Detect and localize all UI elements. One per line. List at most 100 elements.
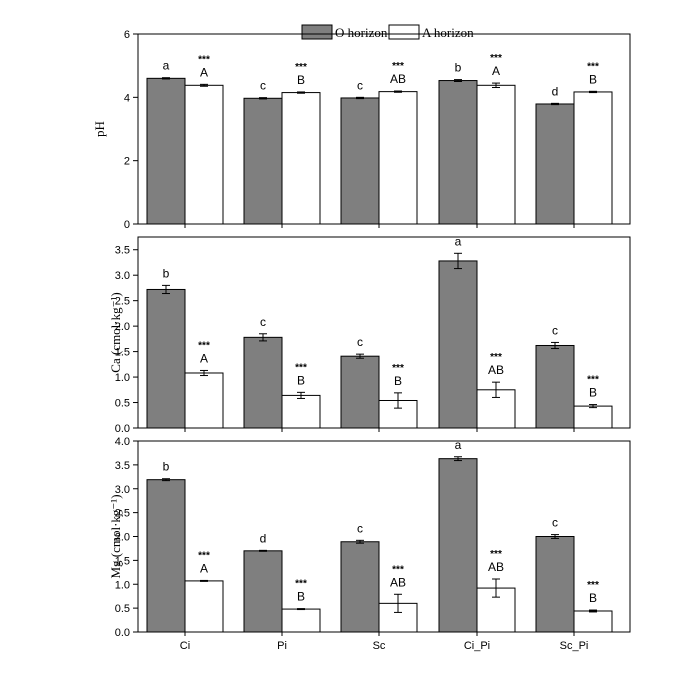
y-tick-label: 4 <box>124 92 130 104</box>
bar-o-horizon <box>243 97 283 225</box>
y-tick-label: 3.0 <box>115 484 130 496</box>
y-tick-label: 0 <box>124 219 130 231</box>
significance-letter-a: B <box>297 73 305 87</box>
bar-a-horizon <box>281 394 321 429</box>
bar-a-horizon <box>281 92 321 225</box>
significance-letter-a: AB <box>488 560 504 574</box>
significance-letter-a: AB <box>390 575 406 589</box>
y-tick-label: 3.0 <box>115 270 130 282</box>
significance-stars: *** <box>490 352 502 363</box>
significance-letter-o: c <box>552 516 558 530</box>
bar-a-horizon <box>573 405 613 429</box>
significance-stars: *** <box>490 53 502 64</box>
significance-stars: *** <box>587 61 599 72</box>
y-tick-label: 3.5 <box>115 460 130 472</box>
bar-a-horizon <box>573 610 613 633</box>
significance-letter-a: B <box>297 590 305 604</box>
bar-a-horizon <box>281 608 321 633</box>
significance-stars: *** <box>295 579 307 590</box>
panel-mg: 0.0 0.5 1.0 1.5 2.0 2.5 3.0 3.5 4.0 Mg (cmol·kg⁻¹… <box>108 436 631 652</box>
significance-stars: *** <box>392 363 404 374</box>
bar-a-horizon <box>573 91 613 225</box>
y-tick-label: 4.0 <box>115 436 130 448</box>
y-axis-label: Mg (cmol·kg⁻¹) <box>108 494 123 578</box>
significance-letter-o: a <box>163 59 170 73</box>
significance-stars: *** <box>295 62 307 73</box>
significance-letter-a: B <box>589 72 597 86</box>
bar-a-horizon <box>184 372 224 429</box>
y-tick-label: 1.5 <box>115 347 130 359</box>
significance-letter-o: c <box>260 79 266 93</box>
significance-letter-o: b <box>455 61 462 75</box>
significance-stars: *** <box>392 564 404 575</box>
y-tick-label: 2.0 <box>115 532 130 544</box>
bar-a-horizon <box>476 84 516 225</box>
legend-swatch-a-horizon <box>388 24 420 40</box>
bar-o-horizon <box>535 536 575 633</box>
significance-letter-o: c <box>357 78 363 92</box>
y-tick-label: 6 <box>124 29 130 41</box>
significance-letter-o: c <box>552 323 558 337</box>
y-tick-label: 0.0 <box>115 627 130 639</box>
significance-stars: *** <box>198 550 210 561</box>
y-tick-label: 0.0 <box>115 423 130 435</box>
y-tick-label: 1.5 <box>115 555 130 567</box>
y-tick-label: 2.0 <box>115 321 130 333</box>
x-tick-label: Sc_Pi <box>560 640 589 652</box>
y-tick-label: 0.5 <box>115 603 130 615</box>
bar-o-horizon <box>146 479 186 633</box>
bar-o-horizon <box>438 80 478 225</box>
legend-swatch-o-horizon <box>301 24 333 40</box>
y-tick-label: 0.5 <box>115 398 130 410</box>
significance-letter-a: B <box>297 373 305 387</box>
bar-a-horizon <box>184 580 224 633</box>
significance-letter-a: A <box>492 64 500 78</box>
significance-letter-a: A <box>200 561 208 575</box>
bar-o-horizon <box>340 541 380 633</box>
y-axis-label: pH <box>92 121 107 137</box>
significance-letter-o: c <box>357 335 363 349</box>
significance-stars: *** <box>295 362 307 373</box>
y-tick-label: 2.5 <box>115 296 130 308</box>
significance-stars: *** <box>198 54 210 65</box>
significance-letter-o: a <box>455 234 462 248</box>
x-tick-label: Ci <box>180 640 190 652</box>
bar-o-horizon <box>535 103 575 225</box>
significance-letter-a: B <box>589 591 597 605</box>
bar-o-horizon <box>438 260 478 429</box>
bar-o-horizon <box>146 77 186 225</box>
significance-letter-o: c <box>357 521 363 535</box>
significance-letter-o: d <box>552 84 559 98</box>
significance-letter-a: B <box>394 374 402 388</box>
bar-o-horizon <box>146 288 186 429</box>
bar-o-horizon <box>340 97 380 225</box>
y-tick-label: 1.0 <box>115 579 130 591</box>
x-tick-label: Ci_Pi <box>464 640 490 652</box>
significance-letter-o: c <box>260 315 266 329</box>
y-tick-label: 2.5 <box>115 508 130 520</box>
significance-stars: *** <box>587 580 599 591</box>
y-tick-label: 2 <box>124 156 130 168</box>
legend-label-o-horizon: O horizon <box>335 25 388 40</box>
panel-ca: 0.0 0.5 1.0 1.5 2.0 2.5 3.0 3.5 Ca (cmol·kg⁻¹) b A… <box>108 234 631 435</box>
y-tick-label: 1.0 <box>115 372 130 384</box>
significance-letter-o: b <box>163 460 170 474</box>
legend: O horizon A horizon <box>301 24 474 40</box>
significance-stars: *** <box>587 375 599 386</box>
bar-o-horizon <box>438 458 478 633</box>
significance-letter-o: b <box>163 266 170 280</box>
bar-a-horizon <box>184 84 224 225</box>
significance-letter-a: A <box>200 351 208 365</box>
x-tick-label: Pi <box>277 640 287 652</box>
significance-stars: *** <box>198 340 210 351</box>
significance-letter-a: AB <box>390 72 406 86</box>
y-axis-label: Ca (cmol·kg⁻¹) <box>108 292 123 372</box>
bar-o-horizon <box>535 344 575 429</box>
legend-label-a-horizon: A horizon <box>422 25 474 40</box>
significance-letter-a: AB <box>488 363 504 377</box>
significance-stars: *** <box>392 61 404 72</box>
significance-letter-a: A <box>200 65 208 79</box>
significance-letter-o: a <box>455 438 462 452</box>
